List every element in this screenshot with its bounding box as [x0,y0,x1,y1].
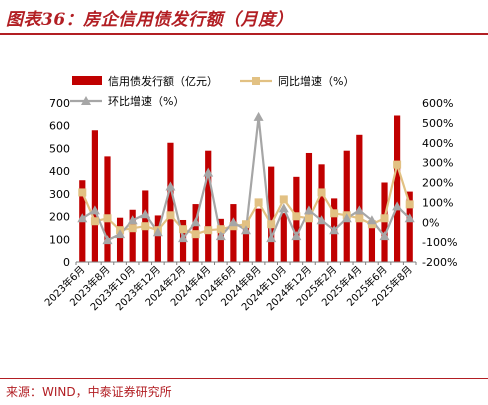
legend-mom-swatch-marker [81,96,91,105]
bar-issuance [230,204,237,262]
y-right-tick-label: 500% [422,117,453,130]
y-left-tick-label: 400 [49,165,70,178]
bar-issuance [268,166,275,262]
bar-issuance [406,191,413,262]
legend-mom-label: 环比增速（%） [108,94,184,108]
bar-issuance [255,208,262,262]
legend-yoy-label: 同比增速（%） [278,74,354,88]
y-left-tick-label: 700 [49,97,70,110]
yoy-marker [179,225,188,234]
yoy-marker [166,211,175,220]
bar-issuance [318,164,325,262]
yoy-marker [355,214,364,223]
mom-marker [89,205,100,215]
bar-issuance [167,142,174,262]
y-right-tick-label: 200% [422,177,453,190]
yoy-marker [405,200,414,209]
bar-issuance [116,217,124,262]
mom-marker [190,217,201,227]
source-rule [0,378,488,379]
y-left-tick-label: 0 [63,256,70,269]
yoy-marker [267,220,276,229]
yoy-marker [317,188,326,197]
legend-issuance-swatch [72,76,102,85]
mom-marker [253,111,264,121]
mom-marker [392,201,403,211]
y-right-tick-label: 100% [422,196,453,209]
yoy-marker [204,226,213,235]
source-note: 来源：WIND，中泰证券研究所 [6,385,172,399]
yoy-marker [279,195,288,204]
y-right-tick-label: -200% [422,256,457,269]
y-right-tick-label: 300% [422,157,453,170]
y-left-tick-label: 500 [49,142,70,155]
yoy-marker [128,224,137,233]
yoy-marker [254,198,263,207]
yoy-marker [78,188,87,197]
mom-marker [341,213,352,223]
yoy-marker [330,209,339,218]
title-rule [0,33,488,35]
mom-marker [316,215,327,225]
bar-issuance [129,209,136,262]
yoy-marker [242,220,250,229]
y-right-tick-label: 600% [422,97,453,110]
mom-marker [303,205,314,215]
bar-issuance [343,150,350,262]
bar-issuance [368,223,376,262]
y-left-tick-label: 200 [49,211,70,224]
yoy-marker [216,225,225,234]
yoy-marker [304,214,313,223]
y-right-tick-label: 400% [422,137,453,150]
mom-marker [215,231,226,241]
y-left-tick-label: 100 [49,233,70,246]
bar-issuance [217,218,224,262]
mom-marker [152,227,163,237]
y-left-tick-label: 600 [49,120,70,133]
mom-marker [165,181,176,191]
mom-marker [140,209,151,219]
mom-marker [178,233,189,243]
yoy-marker [393,160,402,169]
yoy-marker [292,212,301,221]
legend-yoy-swatch-marker [252,77,260,85]
mom-marker [102,235,113,245]
bar-issuance [242,224,250,262]
mom-marker [291,231,302,241]
y-right-tick-label: -100% [422,236,457,249]
yoy-marker [191,230,200,239]
figure-title: 图表36：房企信用债发行额（月度） [6,10,294,30]
bar-issuance [280,213,287,262]
bar-issuance [154,215,161,262]
bar-issuance [394,115,401,262]
mom-marker [77,213,88,223]
mom-marker [329,225,340,235]
yoy-marker [380,214,389,223]
legend-issuance-label: 信用债发行额（亿元） [108,74,218,88]
mom-marker [127,215,138,225]
yoy-marker [141,222,150,231]
y-right-tick-label: 0% [422,216,439,229]
mom-marker [115,229,126,239]
mom-marker [203,167,214,177]
mom-marker [241,225,251,235]
mom-marker [366,215,377,225]
mom-marker [379,231,390,241]
mom-marker [354,205,365,215]
mom-marker [404,213,415,223]
bar-issuance [104,156,111,262]
mom-marker [228,217,239,227]
chart: 0 100 200 300 400 500 600 700 -200% -100% 0% 100% 20… [42,74,458,313]
mom-marker [278,203,289,213]
y-left-tick-label: 300 [49,188,70,201]
yoy-marker [103,214,112,223]
yoy-marker [90,217,99,226]
mom-marker [266,233,277,243]
bar-issuance [205,150,212,262]
bar-issuance [356,134,363,262]
bar-issuance [91,130,98,262]
